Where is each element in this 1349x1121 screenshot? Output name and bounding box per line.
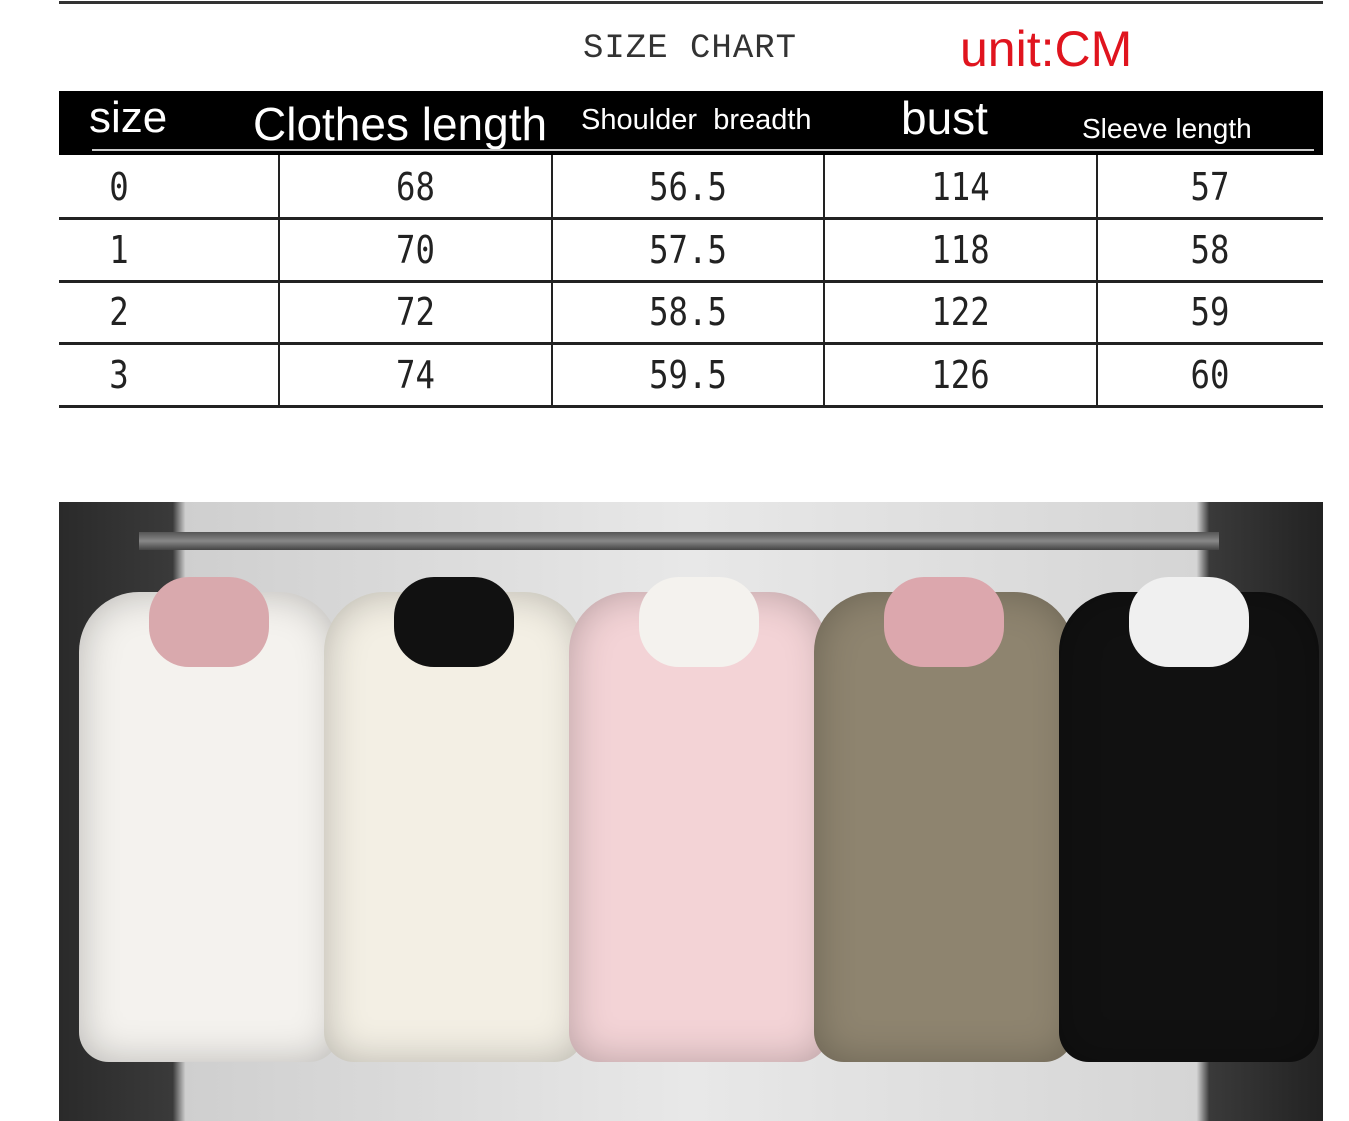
chart-title: SIZE CHART — [583, 30, 798, 68]
jacket — [79, 592, 339, 1062]
header-bust: bust — [901, 92, 988, 144]
table-cell: 58.5 — [649, 290, 727, 334]
jacket-hood — [1129, 577, 1249, 667]
table-cell: 74 — [396, 352, 435, 397]
table-cell: 58 — [1190, 227, 1230, 272]
table-cell: 122 — [931, 290, 990, 334]
table-cell: 59 — [1190, 290, 1230, 334]
header-size: size — [89, 93, 168, 142]
jacket — [814, 592, 1074, 1062]
product-photo — [59, 502, 1323, 1121]
clothes-rail — [139, 532, 1219, 550]
column-divider — [823, 155, 825, 405]
header-clothes-length: Clothes length — [253, 98, 548, 150]
jacket-hood — [884, 577, 1004, 667]
header-sleeve-length: Sleeve length — [1082, 113, 1252, 144]
table-cell: 118 — [931, 227, 990, 272]
column-divider — [1096, 155, 1098, 405]
jacket-hood — [149, 577, 269, 667]
jacket — [324, 592, 584, 1062]
header-shoulder-breadth: Shoulder breadth — [581, 104, 812, 136]
top-rule — [59, 1, 1323, 4]
header-underline — [92, 149, 1314, 151]
table-cell: 3 — [109, 352, 129, 397]
table-cell: 60 — [1190, 352, 1230, 397]
column-divider — [278, 155, 280, 405]
table-cell: 0 — [109, 165, 129, 209]
table-cell: 57 — [1190, 165, 1230, 209]
table-cell: 56.5 — [649, 165, 727, 209]
table-cell: 70 — [396, 227, 435, 272]
table-row: 2 72 58.5 122 59 — [59, 280, 1323, 345]
jacket — [569, 592, 829, 1062]
table-row: 1 70 57.5 118 58 — [59, 218, 1323, 283]
table-header: size Clothes length Shoulder breadth bus… — [59, 91, 1323, 155]
unit-label: unit:CM — [960, 21, 1133, 77]
table-cell: 72 — [396, 290, 435, 334]
table-cell: 59.5 — [649, 352, 727, 397]
table-row: 3 74 59.5 126 60 — [59, 343, 1323, 408]
table-cell: 114 — [931, 165, 990, 209]
column-divider — [551, 155, 553, 405]
table-cell: 1 — [109, 227, 129, 272]
table-row: 0 68 56.5 114 57 — [59, 155, 1323, 220]
jacket — [1059, 592, 1319, 1062]
table-cell: 2 — [109, 290, 129, 334]
table-cell: 57.5 — [649, 227, 727, 272]
jacket-hood — [394, 577, 514, 667]
table-cell: 68 — [396, 165, 435, 209]
jacket-hood — [639, 577, 759, 667]
table-cell: 126 — [931, 352, 990, 397]
